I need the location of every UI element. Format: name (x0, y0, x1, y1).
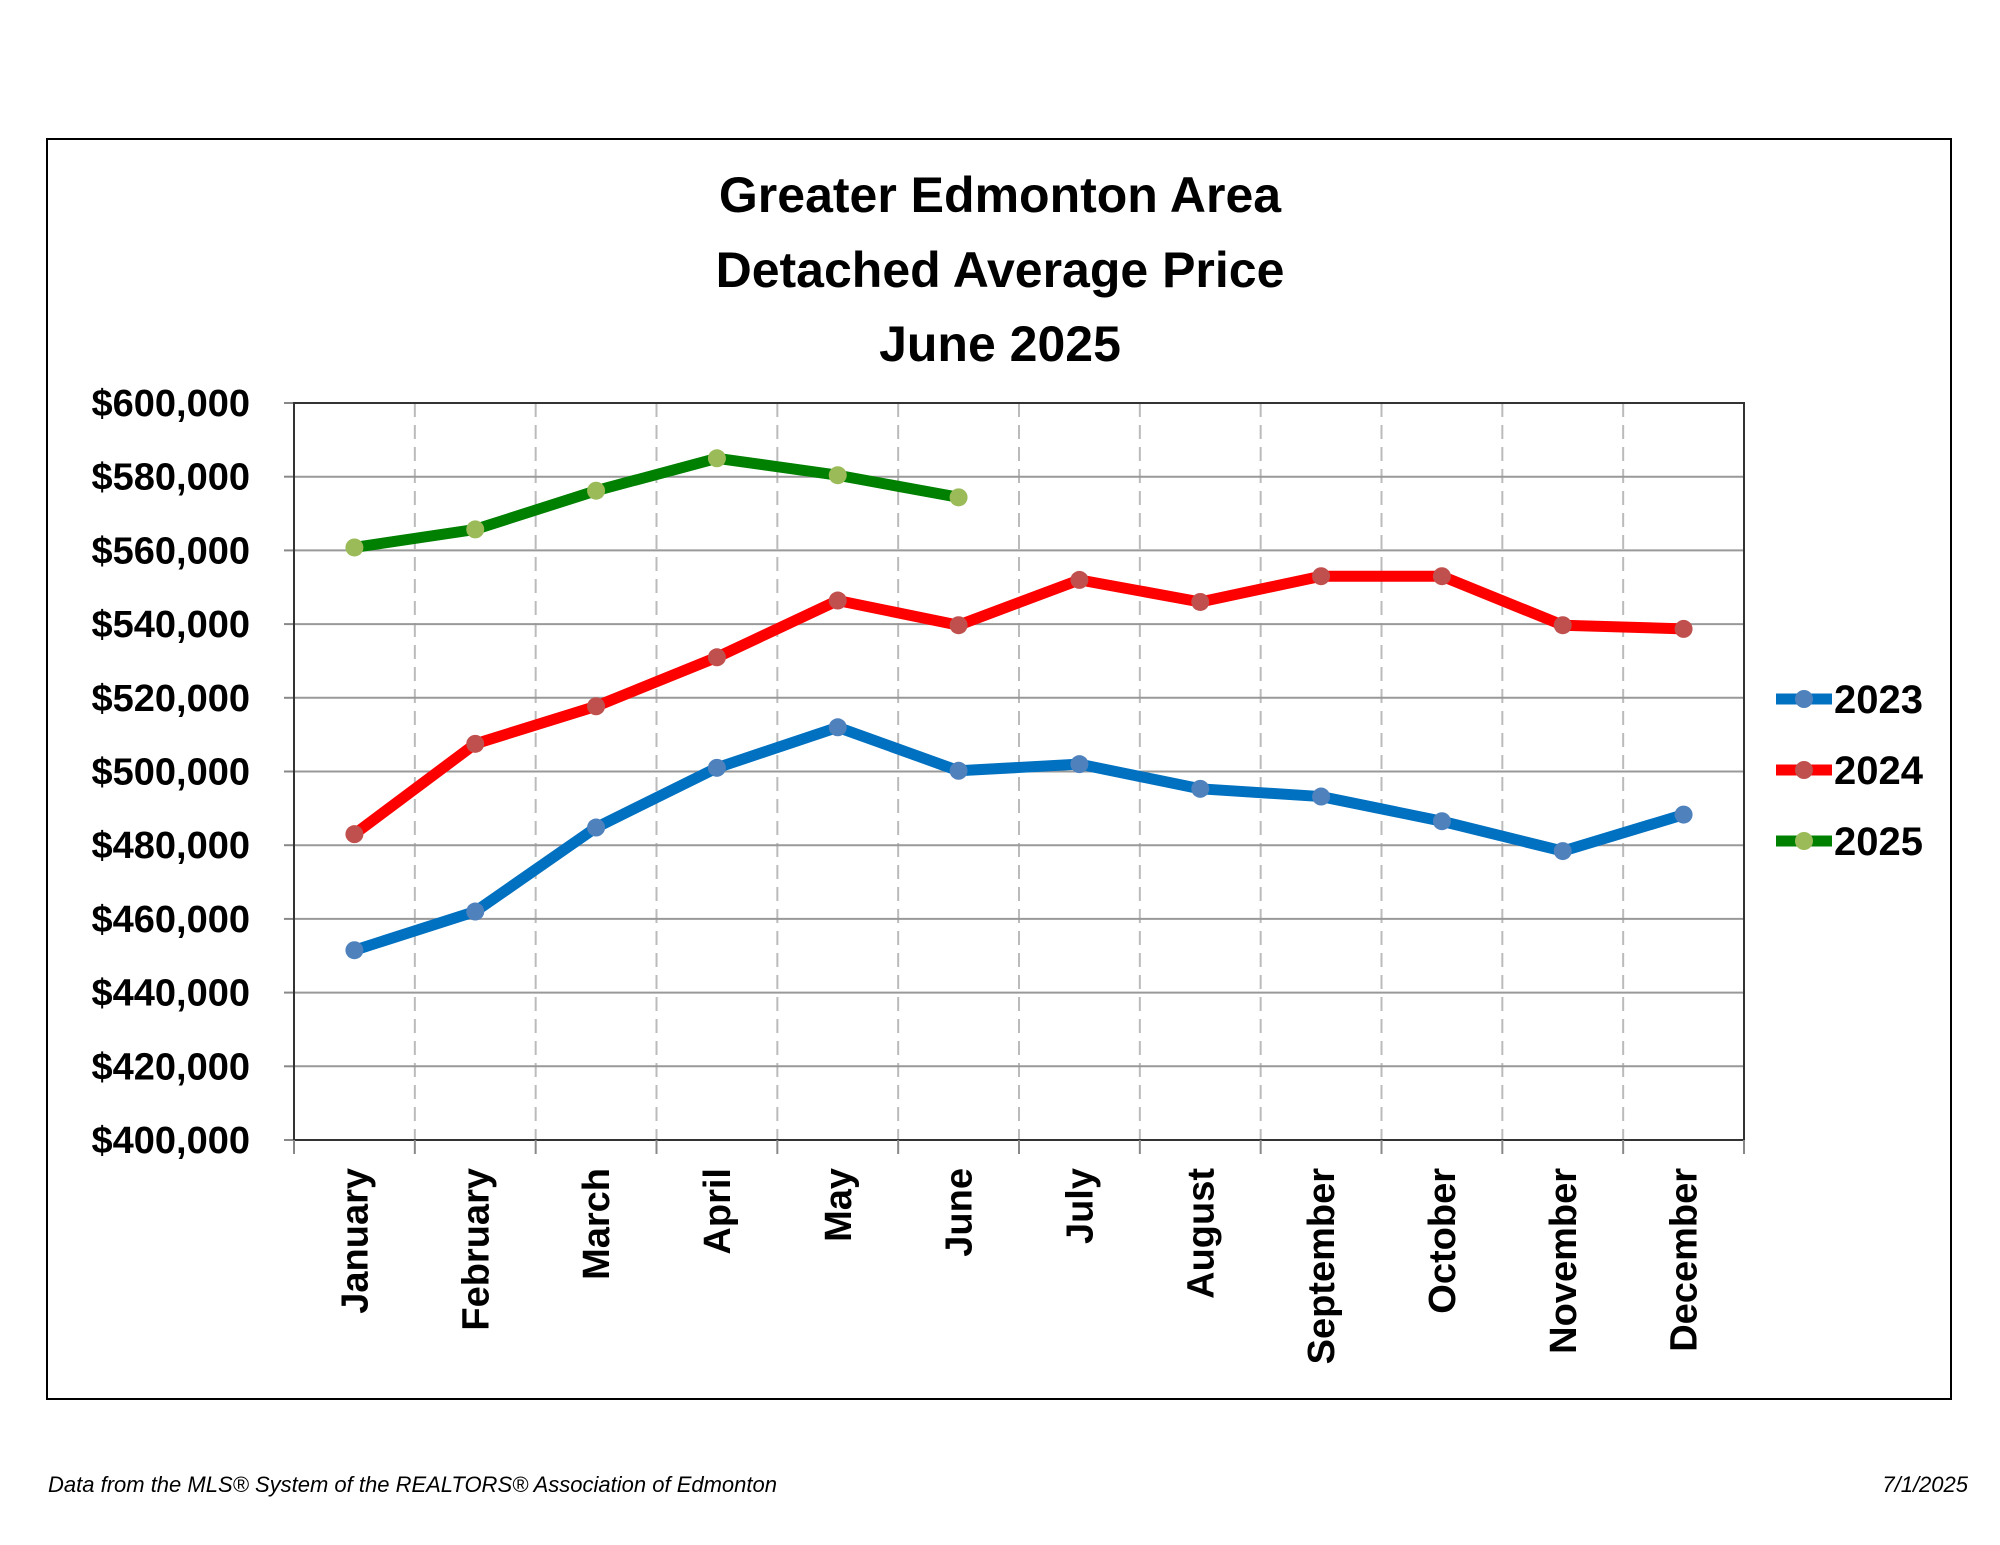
data-point-2023 (1553, 842, 1572, 861)
data-point-2023 (1191, 779, 1210, 798)
legend-label-2023: 2023 (1834, 678, 1923, 722)
x-tick-label: February (455, 1168, 497, 1331)
series-line-2025 (353, 452, 960, 553)
legend-label-2025: 2025 (1834, 820, 1923, 864)
x-tick-label: August (1180, 1168, 1222, 1299)
x-tick-label: October (1422, 1168, 1464, 1314)
x-tick-label: July (1059, 1168, 1101, 1244)
x-tick-label: May (818, 1168, 860, 1242)
y-tick-label: $400,000 (92, 1120, 251, 1162)
data-point-2024 (707, 648, 726, 667)
legend-marker-2023 (1795, 690, 1813, 708)
data-point-2023 (1432, 812, 1451, 831)
data-point-2023 (1674, 805, 1693, 824)
x-tick-label: September (1301, 1168, 1343, 1365)
y-tick-label: $540,000 (92, 604, 251, 646)
legend-marker-2025 (1795, 832, 1813, 850)
x-tick-label: March (576, 1168, 618, 1280)
data-point-2025 (828, 466, 847, 485)
data-point-2023 (1070, 755, 1089, 774)
series-line-2024 (351, 570, 1684, 839)
x-tick-label: November (1543, 1168, 1585, 1354)
data-point-2023 (587, 818, 606, 837)
chart-title-line-1: Greater Edmonton Area (718, 167, 1282, 223)
chart-title-line-3: June 2025 (879, 316, 1121, 372)
data-point-2023 (1312, 787, 1331, 806)
data-point-2024 (1432, 567, 1451, 586)
data-point-2025 (466, 520, 485, 539)
source-note: Data from the MLS® System of the REALTOR… (48, 1472, 777, 1497)
chart-title-line-2: Detached Average Price (715, 242, 1285, 298)
data-point-2024 (466, 734, 485, 753)
y-tick-label: $580,000 (92, 457, 251, 499)
y-tick-label: $440,000 (92, 973, 251, 1015)
data-point-2023 (949, 761, 968, 780)
data-point-2024 (1191, 592, 1210, 611)
data-point-2024 (587, 697, 606, 716)
data-point-2024 (345, 825, 364, 844)
y-tick-label: $460,000 (92, 899, 251, 941)
data-point-2023 (707, 758, 726, 777)
data-point-2025 (707, 449, 726, 468)
data-point-2025 (949, 488, 968, 507)
data-point-2023 (466, 902, 485, 921)
x-tick-label: December (1664, 1168, 1706, 1352)
y-tick-label: $500,000 (92, 752, 251, 794)
y-tick-label: $520,000 (92, 678, 251, 720)
y-tick-label: $480,000 (92, 825, 251, 867)
data-point-2024 (1674, 619, 1693, 638)
data-point-2025 (345, 538, 364, 557)
data-point-2023 (828, 718, 847, 737)
data-point-2024 (1553, 616, 1572, 635)
legend-label-2024: 2024 (1834, 749, 1924, 793)
legend-marker-2024 (1795, 761, 1813, 779)
series-line-2023 (352, 721, 1686, 956)
x-tick-label: January (334, 1168, 376, 1314)
chart-frame (46, 138, 1952, 1400)
data-point-2024 (828, 591, 847, 610)
data-point-2024 (1312, 567, 1331, 586)
y-tick-label: $560,000 (92, 530, 251, 572)
y-tick-label: $420,000 (92, 1046, 251, 1088)
data-point-2024 (1070, 570, 1089, 589)
data-point-2024 (949, 616, 968, 635)
data-point-2023 (345, 941, 364, 960)
date-note: 7/1/2025 (1882, 1472, 1968, 1497)
x-tick-label: April (697, 1168, 739, 1255)
data-point-2025 (587, 481, 606, 500)
x-tick-label: June (939, 1168, 981, 1257)
y-tick-label: $600,000 (92, 383, 251, 425)
